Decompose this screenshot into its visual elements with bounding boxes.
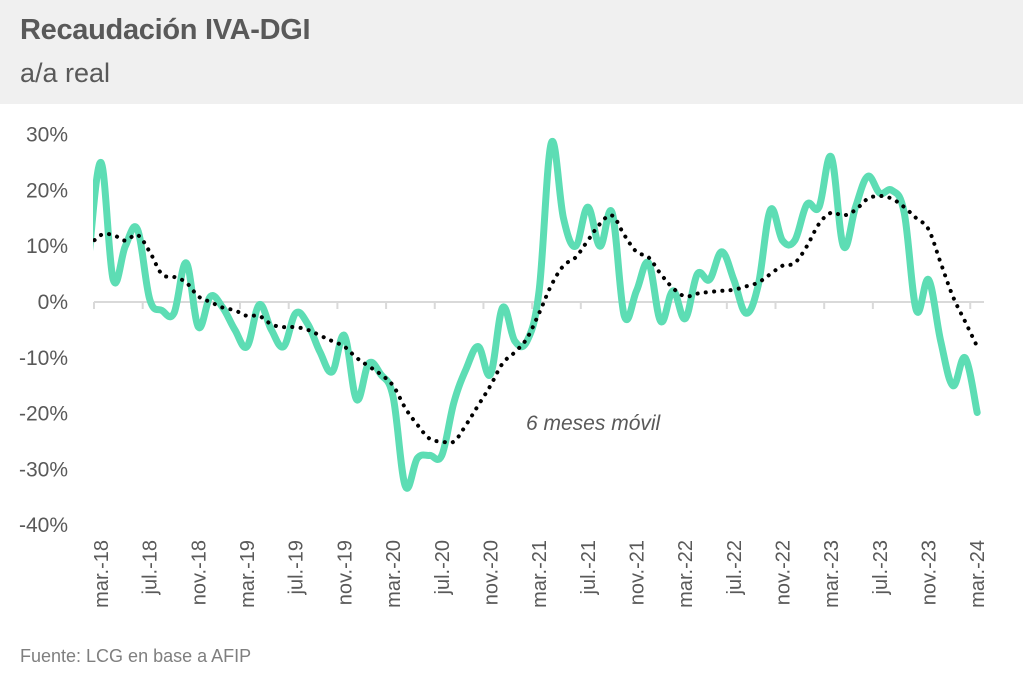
x-tick-label: jul.-23 [870,540,892,595]
source-note: Fuente: LCG en base a AFIP [20,646,252,666]
y-tick-label: 0% [38,291,68,314]
x-tick-label: mar.-19 [237,540,259,608]
chart-title: Recaudación IVA-DGI [20,14,311,46]
y-tick-label: -30% [19,458,68,481]
y-tick-label: -10% [19,347,68,370]
x-tick-label: mar.-18 [91,540,113,608]
x-tick-label: jul.-20 [432,540,454,595]
x-tick-label: nov.-23 [919,540,941,605]
x-axis-labels: mar.-18 jul.-18 nov.-18 mar.-19 jul.-19 nov.-… [91,540,989,608]
y-tick-label: -20% [19,403,68,426]
x-tick-label: mar.-23 [821,540,843,608]
x-tick-label: mar.-20 [383,540,405,608]
x-tick-label: nov.-21 [626,540,648,605]
chart-subtitle: a/a real [20,58,111,88]
line-chart: 30% 20% 10% 0% -10% -20% -30% -40% mar.-18 jul.-… [19,124,989,608]
x-tick-label: nov.-19 [334,540,356,605]
chart-header: Recaudación IVA-DGI a/a real [0,0,1023,104]
series-line-moving-average [93,193,980,445]
x-tick-label: mar.-22 [675,540,697,608]
x-tick-label: jul.-21 [578,540,600,595]
series-group [93,137,981,492]
y-tick-label: 20% [26,179,68,202]
x-tick-label: nov.-20 [480,540,502,605]
x-tick-label: jul.-19 [286,540,308,595]
x-tick-label: mar.-21 [529,540,551,608]
y-tick-label: 10% [26,235,68,258]
y-axis: 30% 20% 10% 0% -10% -20% -30% -40% [19,124,68,538]
x-tick-label: nov.-18 [188,540,210,605]
annotation-moving-average: 6 meses móvil [526,412,662,435]
x-tick-label: nov.-22 [773,540,795,605]
series-line-iva [93,137,981,492]
y-tick-label: 30% [26,124,68,147]
y-tick-label: -40% [19,514,68,537]
x-tick-label: jul.-18 [140,540,162,595]
x-tick-label: jul.-22 [724,540,746,595]
x-tick-label: mar.-24 [967,540,989,608]
